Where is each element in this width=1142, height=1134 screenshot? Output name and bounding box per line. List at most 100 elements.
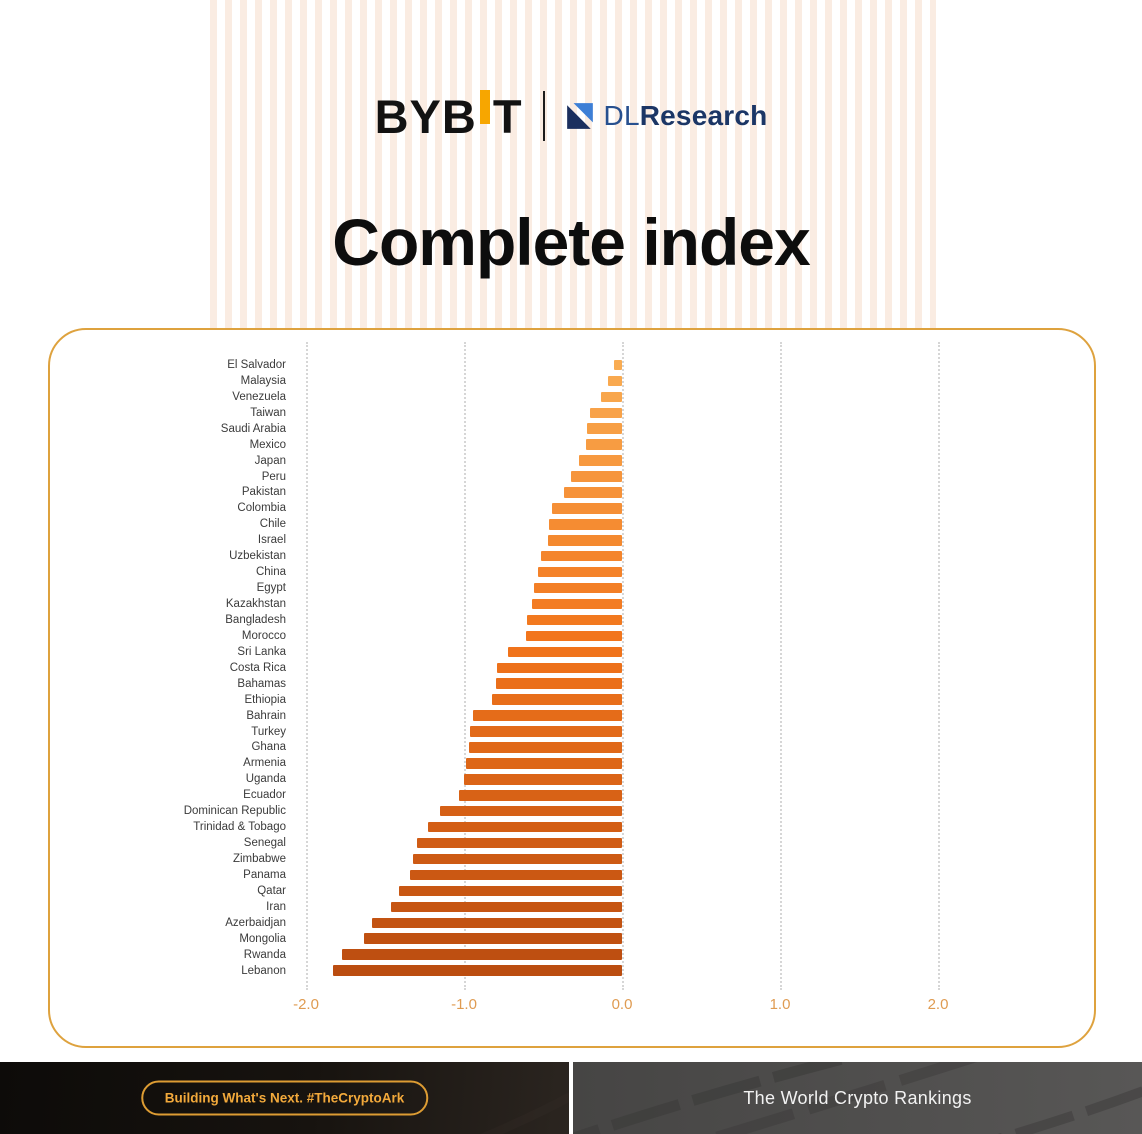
chart-row: Venezuela: [50, 389, 1094, 405]
bar-track: [306, 582, 938, 594]
bar: [508, 646, 622, 658]
logo-divider: [542, 91, 545, 141]
chart-row: Egypt: [50, 580, 1094, 596]
category-label: Bahamas: [237, 677, 286, 690]
category-label: Venezuela: [232, 390, 286, 403]
x-tick-label: -2.0: [293, 996, 319, 1013]
bar: [391, 901, 622, 913]
chart-row: Iran: [50, 899, 1094, 915]
bar-track: [306, 742, 938, 753]
category-label: Turkey: [251, 725, 286, 738]
bar: [427, 821, 622, 833]
chart-row: Kazakhstan: [50, 596, 1094, 612]
bar-track: [306, 439, 938, 450]
chart-row: Armenia: [50, 755, 1094, 771]
bar-track: [306, 614, 938, 626]
chart-row: Ghana: [50, 740, 1094, 756]
bar: [399, 885, 622, 897]
bar-track: [306, 407, 938, 419]
bar-track: [306, 790, 938, 801]
bar: [601, 391, 622, 403]
chart-row: Malaysia: [50, 373, 1094, 389]
x-tick-label: 1.0: [769, 996, 791, 1013]
bar-track: [306, 917, 938, 929]
category-label: Iran: [266, 900, 286, 913]
category-label: Lebanon: [241, 964, 286, 977]
bar-track: [306, 710, 938, 721]
bar: [459, 790, 622, 801]
bar-track: [306, 391, 938, 403]
bar: [607, 375, 622, 387]
category-label: Mexico: [249, 438, 286, 451]
bar: [332, 965, 622, 976]
gridlines: [306, 342, 940, 990]
bar-track: [306, 487, 938, 498]
category-label: Uzbekistan: [229, 550, 286, 563]
chart-row: Morocco: [50, 628, 1094, 644]
bar-track: [306, 375, 938, 387]
bar: [587, 423, 622, 434]
bar: [410, 869, 622, 881]
chart-row: Mexico: [50, 437, 1094, 453]
dlresearch-square-icon: [566, 103, 593, 129]
bar: [549, 519, 622, 530]
category-label: Ecuador: [243, 789, 286, 802]
chart-row: Bahamas: [50, 676, 1094, 692]
bar: [372, 917, 622, 929]
bar: [552, 503, 622, 514]
chart-row: Trinidad & Tobago: [50, 819, 1094, 835]
bar-track: [306, 550, 938, 562]
bar-track: [306, 519, 938, 530]
bar-track: [306, 503, 938, 514]
footer: Building What's Next. #TheCryptoArk The …: [0, 1062, 1142, 1134]
footer-right-text: The World Crypto Rankings: [743, 1087, 972, 1108]
gridline: [622, 342, 624, 990]
chart-row: Rwanda: [50, 947, 1094, 963]
category-label: Malaysia: [240, 374, 286, 387]
category-label: Israel: [257, 534, 286, 547]
footer-left-swoosh-decoration: [480, 1092, 569, 1134]
chart-row: Panama: [50, 867, 1094, 883]
bar-track: [306, 758, 938, 769]
category-label: Peru: [261, 470, 286, 483]
bybit-logo-prefix: BYB: [374, 89, 477, 143]
category-label: Colombia: [237, 502, 286, 515]
bar-track: [306, 805, 938, 817]
chart-row: Japan: [50, 453, 1094, 469]
bar: [413, 853, 622, 865]
chart-row: El Salvador: [50, 357, 1094, 373]
chart-row: China: [50, 564, 1094, 580]
bar-track: [306, 901, 938, 913]
tagline-badge: Building What's Next. #TheCryptoArk: [140, 1080, 429, 1116]
bar-track: [306, 535, 938, 546]
x-tick-label: -1.0: [451, 996, 477, 1013]
chart-row: Senegal: [50, 835, 1094, 851]
bar-track: [306, 566, 938, 578]
chart-row: Costa Rica: [50, 660, 1094, 676]
bar: [470, 726, 622, 737]
category-label: Kazakhstan: [225, 598, 286, 611]
bar-track: [306, 949, 938, 960]
category-label: Qatar: [257, 884, 286, 897]
category-label: Uganda: [245, 773, 286, 786]
category-label: Chile: [259, 518, 286, 531]
bar: [527, 614, 622, 626]
category-label: Zimbabwe: [232, 853, 286, 866]
bar: [342, 949, 622, 960]
bar-track: [306, 837, 938, 849]
bar: [547, 535, 622, 546]
bar: [590, 407, 622, 419]
category-label: Pakistan: [241, 486, 286, 499]
bar: [571, 471, 622, 482]
gridline: [306, 342, 308, 990]
chart-row: Chile: [50, 516, 1094, 532]
chart-panel: El Salvador Malaysia Venezuela Taiwan Saudi …: [48, 328, 1096, 1048]
chart-row: Bahrain: [50, 708, 1094, 724]
bar: [579, 455, 622, 466]
footer-right-panel: The World Crypto Rankings: [573, 1062, 1142, 1134]
bar-track: [306, 471, 938, 482]
chart-row: Israel: [50, 532, 1094, 548]
category-label: Sri Lanka: [237, 645, 286, 658]
chart-row: Taiwan: [50, 405, 1094, 421]
